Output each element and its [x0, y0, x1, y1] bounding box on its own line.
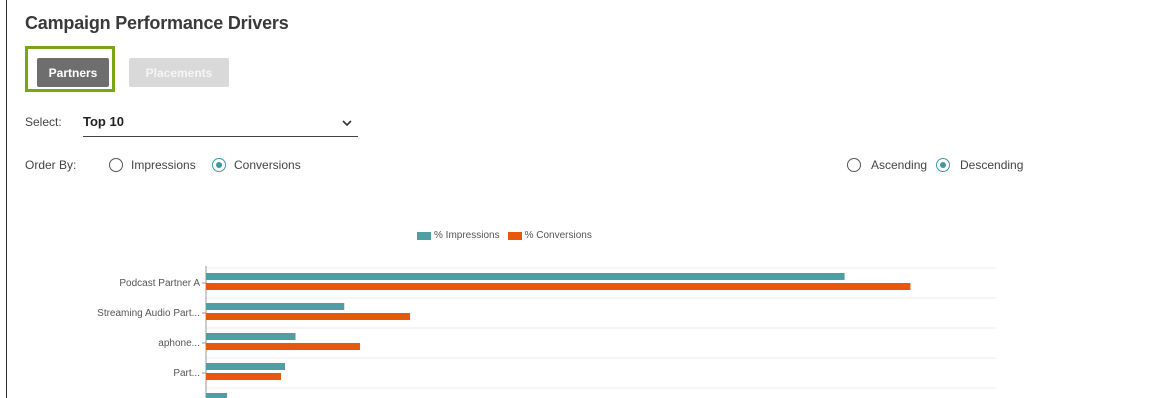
active-tab-highlight — [25, 46, 115, 92]
bar-impressions[interactable] — [206, 363, 285, 370]
radio-ascending-label: Ascending — [871, 158, 928, 172]
radio-conversions[interactable] — [212, 158, 226, 172]
chart-legend: % Impressions % Conversions — [417, 230, 600, 241]
bar-impressions[interactable] — [206, 393, 228, 398]
bar-impressions[interactable] — [206, 303, 345, 310]
category-label: Streaming Audio Part... — [97, 308, 200, 319]
bar-chart: Podcast Partner A Streaming Audio Part...… — [97, 266, 996, 398]
radio-conversions-label: Conversions — [234, 158, 301, 172]
legend-item-conversions: % Conversions — [507, 230, 592, 241]
top-n-select[interactable]: Top 10 — [83, 114, 358, 137]
tab-partners[interactable]: Partners — [37, 58, 109, 87]
legend-item-impressions: % Impressions — [417, 230, 500, 241]
legend-swatch-impressions — [417, 231, 431, 240]
page-title: Campaign Performance Drivers — [25, 13, 289, 33]
order-by-label: Order By: — [25, 158, 77, 172]
radio-ascending[interactable] — [847, 158, 861, 172]
campaign-performance-panel: Campaign Performance Drivers Partners Pl… — [7, 0, 1149, 398]
bar-conversions[interactable] — [206, 313, 411, 320]
category-label: aphone... — [158, 338, 200, 349]
radio-descending[interactable] — [936, 158, 950, 172]
bar-conversions[interactable] — [206, 373, 282, 380]
chevron-down-icon — [342, 120, 352, 127]
radio-descending-label: Descending — [960, 158, 1024, 172]
legend-label-impressions: % Impressions — [434, 230, 500, 241]
select-value: Top 10 — [83, 114, 124, 129]
category-label: Podcast Partner A — [119, 278, 200, 289]
bar-conversions[interactable] — [206, 283, 911, 290]
category-label: Part... — [173, 368, 200, 379]
legend-swatch-conversions — [507, 231, 522, 240]
bar-conversions[interactable] — [206, 343, 361, 350]
legend-label-conversions: % Conversions — [524, 230, 592, 241]
radio-impressions-label: Impressions — [131, 158, 196, 172]
window-edge — [6, 0, 7, 398]
bar-impressions[interactable] — [206, 273, 845, 280]
bar-impressions[interactable] — [206, 333, 296, 340]
radio-impressions[interactable] — [109, 158, 123, 172]
tab-placements[interactable]: Placements — [129, 58, 229, 87]
select-label: Select: — [25, 115, 62, 129]
